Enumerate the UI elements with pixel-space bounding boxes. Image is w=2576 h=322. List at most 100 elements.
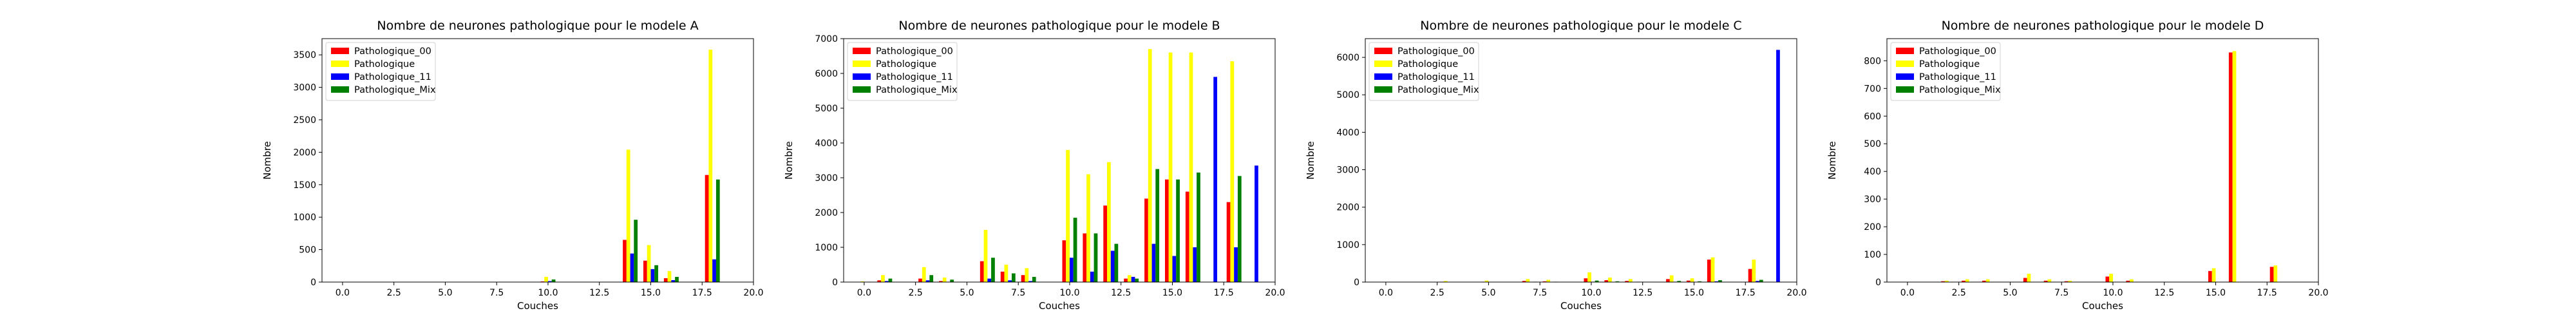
legend-swatch (853, 73, 871, 80)
bar-pathologique-layer-10 (2109, 274, 2113, 282)
legend-swatch (331, 86, 349, 93)
y-tick-label: 1000 (293, 213, 316, 223)
legend-entry: Pathologique_00 (1919, 46, 1996, 57)
bar-pathologique_mix-layer-3 (929, 275, 934, 282)
y-tick-label: 3000 (293, 83, 316, 93)
legend-box (325, 42, 436, 101)
bar-pathologique-layer-0 (860, 281, 864, 282)
legend: Pathologique_00 Pathologique Pathologique_… (1890, 42, 2001, 101)
legend-entry: Pathologique_00 (876, 46, 953, 57)
chart-title: Nombre de neurones pathologique pour le … (1942, 19, 2264, 33)
x-tick-label: 7.5 (2054, 288, 2069, 298)
bar-pathologique_mix-layer-10 (551, 279, 556, 282)
bar-pathologique-layer-10 (1066, 149, 1070, 282)
bar-pathologique-layer-10 (544, 276, 548, 282)
bar-pathologique_11-layer-15 (650, 269, 655, 282)
x-tick-label: 17.5 (2257, 288, 2277, 298)
bar-pathologique-layer-7 (1004, 265, 1009, 282)
bar-pathologique-layer-18 (1230, 61, 1235, 282)
x-tick-label: 20.0 (1786, 288, 1806, 298)
x-tick-label: 7.5 (1533, 288, 1547, 298)
x-tick-label: 12.5 (1111, 288, 1131, 298)
bar-pathologique_mix-layer-18 (1237, 176, 1242, 282)
legend-entry: Pathologique_Mix (876, 85, 958, 95)
bar-pathologique_mix-layer-6 (991, 258, 995, 282)
bar-pathologique-layer-10 (1587, 272, 1591, 282)
x-tick-label: 17.5 (1736, 288, 1756, 298)
x-tick-label: 10.0 (1581, 288, 1601, 298)
legend-swatch (1896, 48, 1914, 54)
bar-pathologique_00-layer-4 (939, 281, 943, 282)
x-tick-label: 0.0 (1379, 288, 1393, 298)
x-tick-label: 10.0 (538, 288, 558, 298)
y-tick-label: 6000 (815, 69, 838, 79)
x-tick-label: 5.0 (1481, 288, 1495, 298)
y-tick-label: 4000 (1336, 128, 1359, 138)
bar-pathologique-layer-12 (1107, 162, 1111, 282)
legend-entry: Pathologique (354, 59, 415, 70)
legend: Pathologique_00 Pathologique Pathologique_… (1368, 42, 1479, 101)
legend-swatch (1374, 86, 1392, 93)
bar-pathologique_00-layer-3 (918, 278, 922, 282)
y-tick-label: 2000 (293, 147, 316, 158)
bar-pathologique-layer-18 (2273, 265, 2278, 282)
y-tick-label: 6000 (1336, 53, 1359, 63)
x-axis-label: Couches (2082, 300, 2123, 312)
bar-pathologique-layer-15 (2211, 268, 2216, 282)
bar-pathologique-layer-3 (1965, 279, 1969, 282)
x-tick-label: 2.5 (1952, 288, 1966, 298)
y-tick-label: 1000 (815, 243, 838, 253)
bar-pathologique_11-layer-8 (1028, 281, 1032, 282)
bar-pathologique_00-layer-10 (2105, 276, 2110, 282)
x-tick-label: 17.5 (1214, 288, 1234, 298)
x-tick-label: 12.5 (2154, 288, 2174, 298)
bar-pathologique-layer-14 (626, 149, 630, 282)
legend-swatch (1374, 48, 1392, 54)
chart-panel-c: 0.0 2.5 5.0 7.5 10.0 12.5 15.0 17.5 20.0 0 1000 200… (1305, 19, 1807, 312)
bar-pathologique_11-layer-6 (987, 278, 992, 282)
bar-pathologique-layer-1 (881, 275, 885, 282)
bar-pathologique_00-layer-14 (1144, 198, 1148, 282)
bar-pathologique_mix-layer-11 (1094, 233, 1098, 282)
bar-pathologique-layer-5 (1484, 280, 1489, 282)
legend-entry: Pathologique_00 (354, 46, 431, 57)
y-axis-label: Nombre (1826, 141, 1838, 180)
x-tick-label: 17.5 (692, 288, 712, 298)
y-tick-label: 400 (1864, 167, 1881, 177)
bar-pathologique_11-layer-11 (1090, 271, 1094, 282)
x-axis-label: Couches (1039, 300, 1080, 312)
y-tick-label: 1500 (293, 180, 316, 191)
bar-pathologique-layer-4 (1985, 279, 1990, 282)
bar-pathologique_11-layer-14 (1151, 243, 1156, 282)
chart-title: Nombre de neurones pathologique pour le … (1420, 19, 1741, 33)
bar-pathologique_11-layer-18 (712, 259, 716, 282)
bar-pathologique_11-layer-17 (1213, 77, 1218, 283)
bar-pathologique_11-layer-10 (1069, 258, 1074, 282)
x-tick-label: 7.5 (1011, 288, 1025, 298)
bar-pathologique_mix-layer-16 (1718, 280, 1722, 282)
legend-box (1368, 42, 1479, 101)
legend-swatch (1896, 61, 1914, 67)
x-tick-label: 2.5 (909, 288, 923, 298)
legend-entry: Pathologique_11 (876, 72, 953, 82)
bar-pathologique_00-layer-11 (1083, 233, 1087, 282)
bar-pathologique_00-layer-15 (1686, 280, 1690, 282)
bar-pathologique_mix-layer-11 (1615, 281, 1620, 282)
bar-pathologique_00-layer-7 (1000, 271, 1005, 282)
legend-box (1890, 42, 2001, 101)
y-tick-label: 200 (1864, 222, 1881, 232)
bar-pathologique_00-layer-18 (1226, 202, 1231, 282)
x-tick-label: 20.0 (1265, 288, 1285, 298)
y-axis-label: Nombre (1305, 141, 1316, 180)
legend-swatch (1896, 73, 1914, 80)
bar-pathologique_mix-layer-10 (1595, 280, 1599, 282)
y-tick-label: 500 (1864, 139, 1881, 149)
legend-entry: Pathologique_11 (1397, 72, 1475, 82)
legend-entry: Pathologique (1397, 59, 1458, 70)
legend-swatch (331, 61, 349, 67)
bar-pathologique_mix-layer-12 (1114, 243, 1119, 282)
bar-pathologique_00-layer-10 (540, 281, 545, 282)
chart-panel-d: 0.0 2.5 5.0 7.5 10.0 12.5 15.0 17.5 20.0 0 100 200 3… (1826, 19, 2329, 312)
bar-pathologique-layer-8 (1025, 268, 1029, 282)
